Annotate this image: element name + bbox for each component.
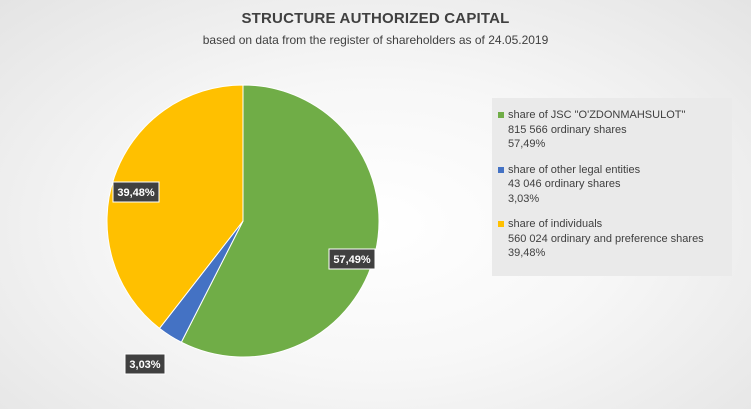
data-label-box xyxy=(328,248,376,270)
chart-subtitle: based on data from the register of share… xyxy=(202,33,549,47)
legend-name: share of individuals xyxy=(508,218,603,230)
legend-name: share of JSC "O'ZDONMAHSULOT" xyxy=(508,109,686,121)
data-label-individuals: 39,48% xyxy=(112,181,160,203)
data-label-jsc: 57,49% xyxy=(328,248,376,270)
legend-swatch-green xyxy=(498,112,504,118)
data-label-other-legal: 3,03% xyxy=(124,353,166,375)
legend-entry-other-legal: share of other legal entities 43 046 ord… xyxy=(498,163,726,207)
legend-percent: 39,48% xyxy=(508,247,546,259)
data-label-text: 39,48% xyxy=(117,187,155,199)
legend-entry-individuals: share of individuals 560 024 ordinary an… xyxy=(498,217,726,261)
legend-name: share of other legal entities xyxy=(508,163,641,176)
data-label-box xyxy=(124,353,166,375)
legend-shares: 560 024 ordinary and preference shares xyxy=(508,232,704,245)
legend-swatch-blue xyxy=(498,166,504,173)
chart-title: STRUCTURE AUTHORIZED CAPITAL xyxy=(241,10,510,27)
legend-entry-jsc: share of JSC "O'ZDONMAHSULOT" 815 566 or… xyxy=(498,108,726,152)
data-label-text: 57,49% xyxy=(333,254,371,266)
legend-percent: 57,49% xyxy=(508,138,546,150)
legend-swatch-yellow xyxy=(498,221,504,227)
legend-shares: 43 046 ordinary shares xyxy=(508,178,621,190)
legend-percent: 3,03% xyxy=(508,192,540,205)
chart-legend: share of JSC "O'ZDONMAHSULOT" 815 566 or… xyxy=(492,98,732,276)
legend-shares: 815 566 ordinary shares xyxy=(508,123,627,136)
data-label-box xyxy=(112,181,160,203)
pie-slice-individuals xyxy=(106,84,244,330)
data-label-text: 3,03% xyxy=(129,359,160,371)
